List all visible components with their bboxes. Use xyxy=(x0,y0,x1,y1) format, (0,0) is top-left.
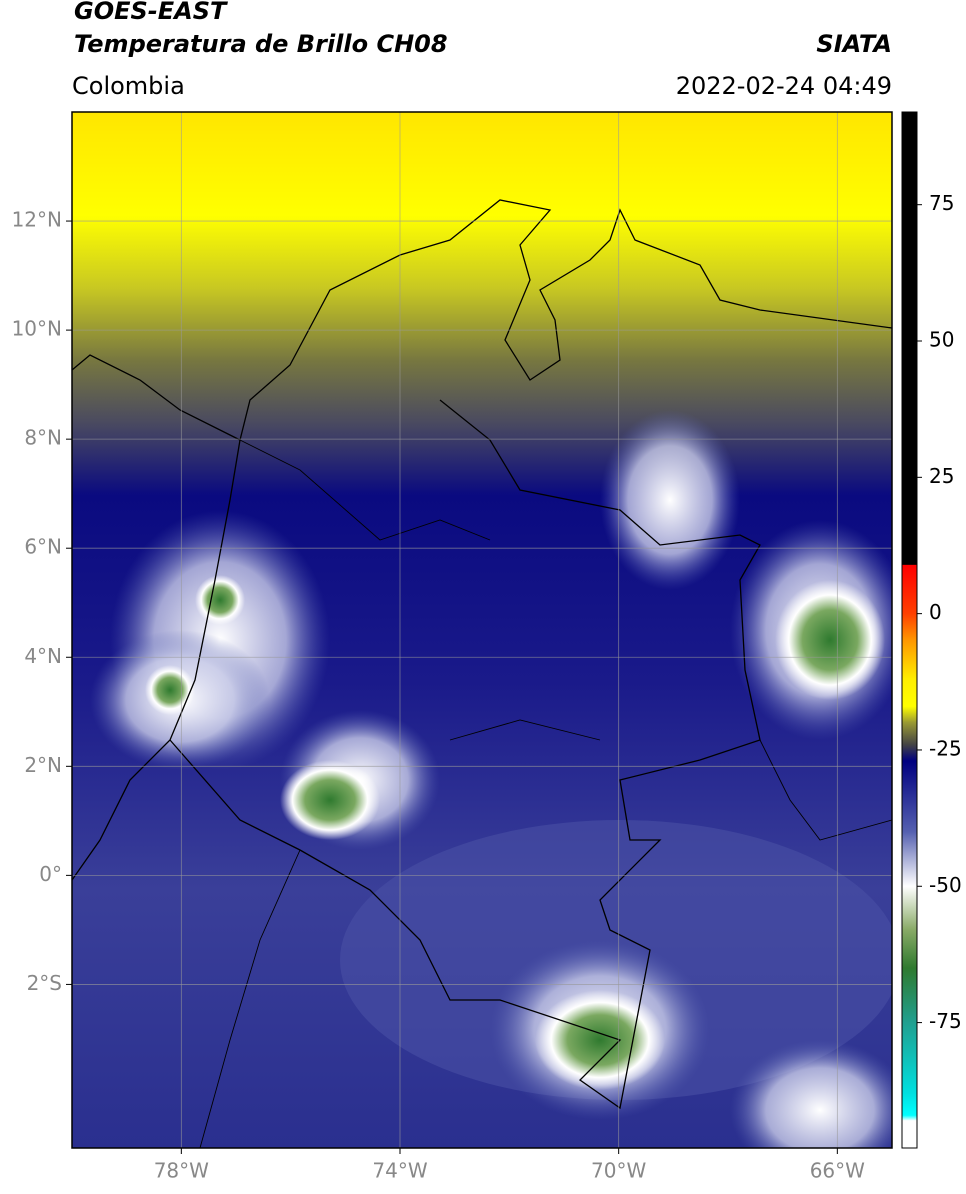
colorbar-tick-label: -75 xyxy=(929,1009,962,1033)
x-tick-label: 78°W xyxy=(154,1159,209,1183)
x-tick-label: 66°W xyxy=(810,1159,865,1183)
y-tick-label: 6°N xyxy=(24,535,62,559)
region: Colombia xyxy=(72,72,185,100)
colorbar xyxy=(901,111,918,1149)
colorbar-tick-label: 75 xyxy=(929,191,954,215)
x-tick-label: 70°W xyxy=(591,1159,646,1183)
colorbar-tick-label: -50 xyxy=(929,873,962,897)
colorbar-tick-label: -25 xyxy=(929,736,962,760)
colorbar-tick-label: 25 xyxy=(929,464,954,488)
y-tick-label: 12°N xyxy=(12,208,62,232)
source: SIATA xyxy=(816,30,892,58)
subtitle: Temperatura de Brillo CH08 xyxy=(74,30,448,58)
y-tick-label: 8°N xyxy=(24,426,62,450)
map-frame xyxy=(71,111,893,1149)
y-tick-label: 4°N xyxy=(24,644,62,668)
colorbar-tick-label: 50 xyxy=(929,328,954,352)
y-tick-label: 2°S xyxy=(27,971,62,995)
title: GOES-EAST xyxy=(74,0,228,25)
map-image xyxy=(72,112,892,1148)
x-tick-label: 74°W xyxy=(372,1159,427,1183)
colorbar-tick-label: 0 xyxy=(929,600,942,624)
datetime: 2022-02-24 04:49 xyxy=(676,72,892,100)
y-tick-label: 10°N xyxy=(12,317,62,341)
y-tick-label: 0° xyxy=(39,862,62,886)
grid xyxy=(72,112,892,1148)
y-tick-label: 2°N xyxy=(24,753,62,777)
